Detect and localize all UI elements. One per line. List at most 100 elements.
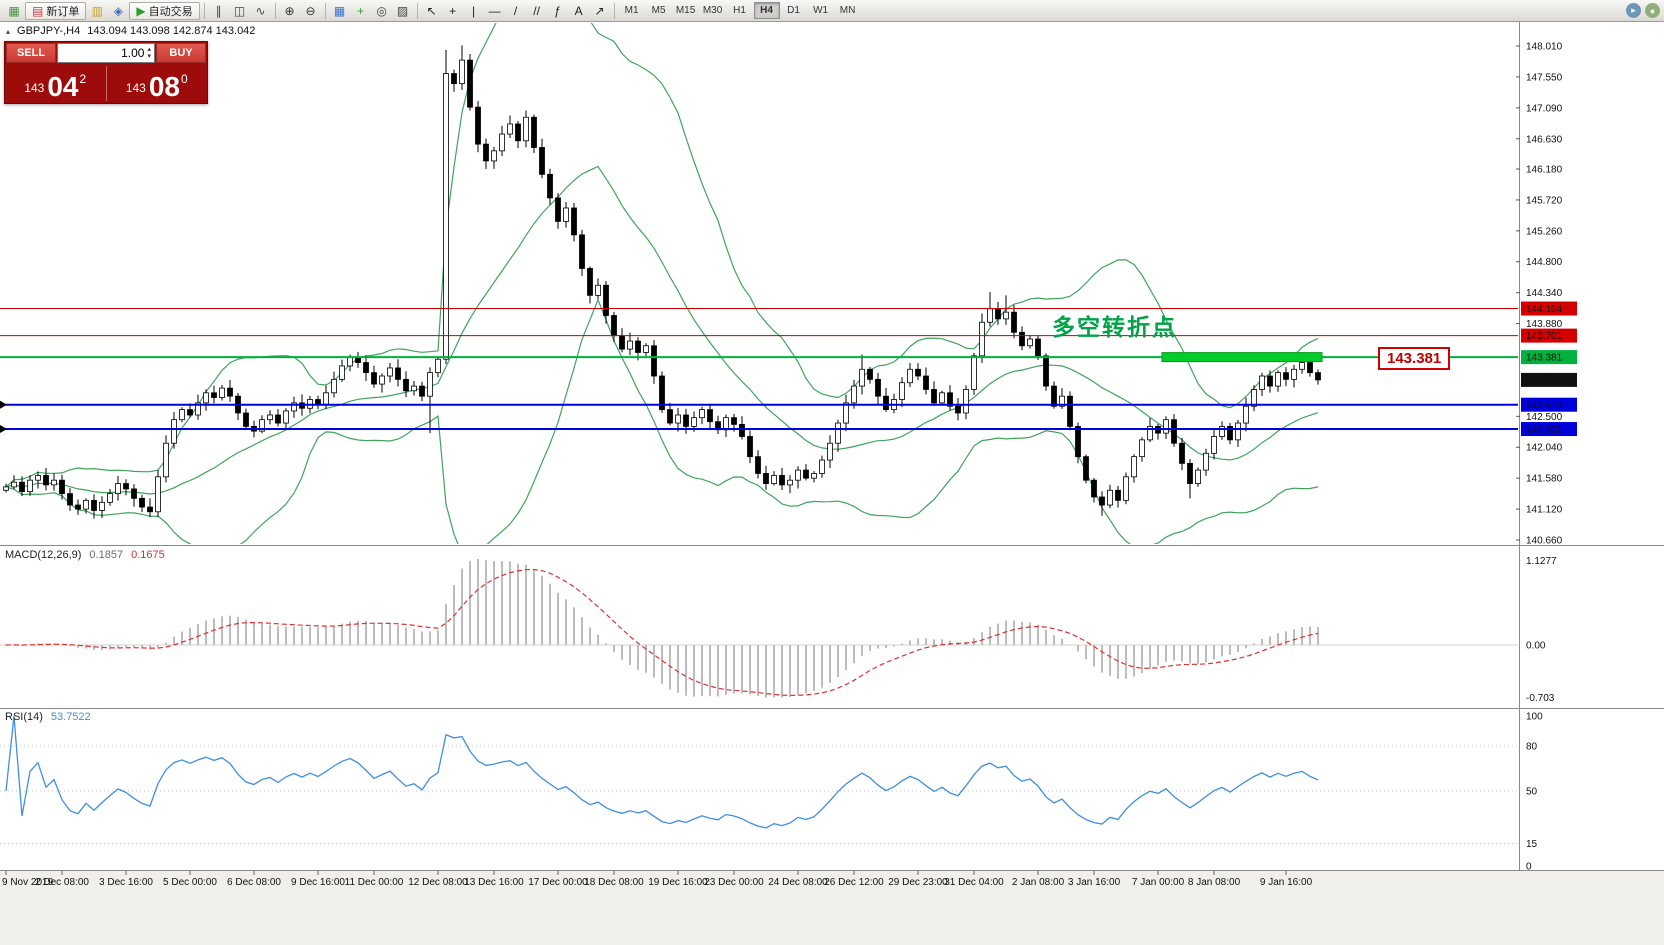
time-tick: 12 Dec 08:00 [408,877,468,888]
community-icon[interactable]: ▸ [1626,3,1641,18]
search-icon[interactable]: ● [1645,3,1660,18]
periods-icon-glyph: ◎ [376,3,387,18]
timeframe-m15-button[interactable]: M15 [675,5,696,16]
trendline-icon-glyph: / [513,3,518,18]
price-axis[interactable]: 148.010 147.550 147.090 146.630 146.180 145.7… [1516,22,1577,873]
time-tick: 6 Dec 08:00 [227,877,281,888]
support-zone-rect[interactable] [1161,352,1323,363]
line-chart-icon[interactable]: ∿ [251,2,271,20]
time-tick: 13 Dec 16:00 [464,877,524,888]
price-tick: 148.010 [1526,42,1563,53]
buy-button[interactable]: BUY [156,43,206,63]
zoom-out-icon[interactable]: ⊖ [301,2,321,20]
time-tick: 3 Dec 16:00 [99,877,153,888]
price-level-label[interactable]: 143.381 [1378,347,1451,370]
volume-field[interactable]: ▴ ▾ [57,43,155,63]
price-tick: 141.580 [1526,474,1563,485]
zoom-in-icon[interactable]: ⊕ [280,2,300,20]
timeframe-m5-button[interactable]: M5 [651,5,666,16]
volume-input[interactable] [60,45,147,61]
macd-axis-label: 1.1277 [1526,556,1557,567]
price-tick: 140.660 [1526,536,1563,547]
macd-name: MACD(12,26,9) [5,549,82,561]
symbol-marker-icon: ▴ [6,26,11,36]
annotation-text[interactable]: 多空转折点 [1052,314,1177,340]
arrows-icon[interactable]: ↗ [590,2,610,20]
text-icon[interactable]: A [569,2,589,20]
time-tick: 8 Jan 08:00 [1188,877,1241,888]
macd-signal-line [5,568,1319,697]
price-tag-144.104[interactable]: 144.104 [1521,301,1577,316]
time-tick: 3 Jan 16:00 [1068,877,1121,888]
fibonacci-icon[interactable]: ƒ [548,2,568,20]
data-window-icon[interactable]: ▥ [87,2,107,20]
sell-price[interactable]: 143 04 2 [5,64,106,103]
sell-button[interactable]: SELL [6,43,56,63]
timeframe-mn-button[interactable]: MN [839,5,856,16]
rsi-axis-label: 15 [1526,839,1538,850]
timeframe-m1-button[interactable]: M1 [624,5,639,16]
auto-trading-button[interactable]: ▶ 自动交易 [129,1,200,20]
timeframe-m30-button[interactable]: M30 [702,5,723,16]
price-tick: 143.880 [1526,319,1563,330]
bar-chart-icon-glyph: ∥ [215,3,222,18]
cursor-icon[interactable]: ↖ [422,2,442,20]
price-tag-142.311[interactable]: 142.311 [1521,422,1577,437]
toolbar-separator [324,2,326,19]
horizontal-line-icon[interactable]: ― [485,2,505,20]
svg-text:144.104: 144.104 [1526,304,1563,315]
toolbar-separator [203,2,205,19]
time-tick: 23 Dec 00:00 [704,877,764,888]
price-tag-143.381[interactable]: 143.381 [1521,350,1577,365]
volume-decrease-button[interactable]: ▾ [147,53,151,60]
time-tick: 24 Dec 08:00 [768,877,828,888]
timeframe-w1-button[interactable]: W1 [813,5,829,16]
price-tag-142.673[interactable]: 142.673 [1521,397,1577,412]
channel-icon[interactable]: // [527,2,547,20]
templates-icon[interactable]: ▨ [393,2,413,20]
vertical-line-icon[interactable]: | [464,2,484,20]
price-tag-143.701[interactable]: 143.701 [1521,328,1577,343]
data-window-icon-glyph: ▥ [91,3,104,18]
trendline-icon[interactable]: / [506,2,526,20]
new-order-icon: ▤ [32,3,44,18]
candlestick-chart-icon[interactable]: ◫ [230,2,250,20]
bar-chart-icon[interactable]: ∥ [209,2,229,20]
crosshair-icon[interactable]: + [443,2,463,20]
buy-price-prefix: 143 [125,81,146,95]
sell-price-sup: 2 [79,72,87,86]
crosshair-icon-glyph: + [449,3,457,18]
vertical-line-icon-glyph: | [472,3,476,18]
new-order-button[interactable]: ▤ 新订单 [25,1,87,20]
horizontal-lines[interactable] [0,308,1518,434]
new-order-button-label: 新订单 [46,5,80,18]
indicators-icon[interactable]: + [351,2,371,20]
svg-text:142.673: 142.673 [1526,400,1563,411]
svg-text:143.701: 143.701 [1526,331,1563,342]
volume-increase-button[interactable]: ▴ [147,46,151,53]
chart-shortcut-icon[interactable]: ▦ [4,2,24,20]
time-tick: 2 Dec 08:00 [35,877,89,888]
rsi-line [5,715,1319,829]
tile-windows-icon[interactable]: ▦ [330,2,350,20]
price-tick: 147.550 [1526,72,1563,83]
channel-icon-glyph: // [533,3,540,18]
timeframe-h4-button[interactable]: H4 [753,2,780,19]
toolbar-separator [613,2,615,19]
buy-price-big: 08 [148,71,180,102]
svg-text:143.042: 143.042 [1526,375,1563,386]
toolbar: ▦ ▤ 新订单 ▥ ◈ ▶ 自动交易 ∥ ◫ ∿ ⊕ ⊖ ▦ + ◎ ▨ ↖ + | ― ///ƒ A ↗ M1 M5 M15 M3… [0,0,1664,22]
rsi-name: RSI(14) [5,711,43,723]
navigator-icon[interactable]: ◈ [108,2,128,20]
timeframe-h1-button[interactable]: H1 [733,5,746,16]
buy-price[interactable]: 143 08 0 [107,64,208,103]
price-tag-143.042[interactable]: 143.042 [1521,372,1577,387]
time-tick: 9 Nov 2019 [2,877,54,888]
svg-text:142.311: 142.311 [1526,425,1562,436]
buy-price-sup: 0 [181,72,188,86]
periods-icon[interactable]: ◎ [372,2,392,20]
timeframe-d1-button[interactable]: D1 [787,5,800,16]
time-tick: 19 Dec 16:00 [648,877,708,888]
